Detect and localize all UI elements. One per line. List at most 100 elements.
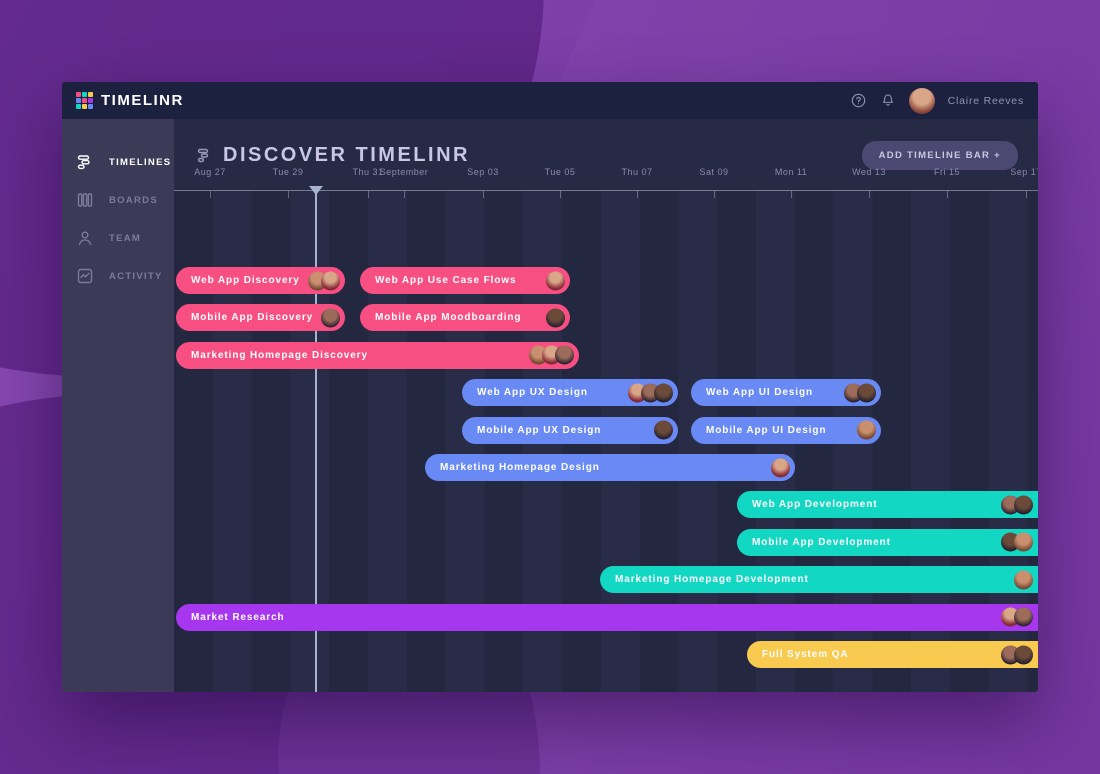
timeline-bar-mobile-app-moodboarding[interactable]: Mobile App Moodboarding bbox=[360, 304, 570, 332]
timeline-bar-market-research[interactable]: Market Research bbox=[176, 603, 1038, 631]
assignee-avatars bbox=[546, 271, 565, 290]
axis-date-label: September bbox=[379, 167, 429, 177]
axis-date-label: Wed 13 bbox=[852, 167, 886, 177]
timeline-bar-label: Mobile App UI Design bbox=[706, 424, 827, 436]
timeline-bar-label: Web App UX Design bbox=[477, 387, 588, 399]
timeline-bar-mobile-app-ui-design[interactable]: Mobile App UI Design bbox=[691, 416, 881, 444]
avatar bbox=[1014, 495, 1033, 515]
sidebar-item-label: TIMELINES bbox=[109, 156, 172, 168]
timeline-bar-marketing-homepage-design[interactable]: Marketing Homepage Design bbox=[425, 454, 795, 481]
timeline-bar-label: Web App Discovery bbox=[191, 275, 300, 286]
avatar bbox=[1014, 570, 1033, 590]
timeline-bar-mobile-app-development[interactable]: Mobile App Development bbox=[737, 528, 1038, 556]
assignee-avatars bbox=[1001, 645, 1033, 664]
axis-tick bbox=[483, 191, 484, 198]
timeline-bar-marketing-homepage-discovery[interactable]: Marketing Homepage Discovery bbox=[176, 341, 579, 369]
help-icon[interactable] bbox=[851, 93, 867, 109]
timeline-bar-full-system-qa[interactable]: Full System QA bbox=[747, 641, 1038, 668]
axis-tick bbox=[947, 191, 948, 198]
timeline-bar-label: Mobile App Development bbox=[752, 536, 891, 548]
avatar bbox=[771, 458, 790, 477]
timeline-chart: Aug 27 Tue 29 Thu 31 September Sep 03 Tue 05 T… bbox=[174, 167, 1038, 692]
axis-tick bbox=[288, 191, 289, 198]
app-window: TIMELINR Claire Reeves TIMELINES BOARDS TE… bbox=[62, 82, 1038, 692]
avatar bbox=[1014, 607, 1033, 627]
timeline-bar-mobile-app-discovery[interactable]: Mobile App Discovery bbox=[176, 304, 345, 332]
assignee-avatars bbox=[529, 345, 574, 365]
sidebar-item-activity[interactable]: ACTIVITY bbox=[62, 257, 174, 295]
axis-date-label: Thu 31 bbox=[352, 167, 384, 177]
timeline-bar-label: Mobile App Discovery bbox=[191, 312, 314, 324]
axis-tick bbox=[404, 191, 405, 198]
user-name: Claire Reeves bbox=[947, 94, 1024, 107]
notifications-bell-icon[interactable] bbox=[880, 93, 896, 109]
sidebar-item-team[interactable]: TEAM bbox=[62, 219, 174, 257]
add-timeline-bar-button[interactable]: ADD TIMELINE BAR + bbox=[861, 140, 1018, 170]
timeline-bars-icon bbox=[197, 147, 213, 163]
topbar-actions: Claire Reeves bbox=[851, 87, 1024, 114]
timeline-bar-web-app-discovery[interactable]: Web App Discovery bbox=[176, 267, 345, 294]
axis-date-label: Tue 29 bbox=[272, 167, 304, 177]
timeline-bar-web-app-use-case-flows[interactable]: Web App Use Case Flows bbox=[360, 267, 570, 294]
assignee-avatars bbox=[321, 308, 340, 328]
avatar bbox=[546, 308, 565, 328]
sidebar-item-label: BOARDS bbox=[109, 194, 158, 206]
timeline-bar-marketing-homepage-development[interactable]: Marketing Homepage Development bbox=[600, 566, 1038, 594]
axis-date-label: Sep 03 bbox=[467, 167, 499, 177]
axis-tick bbox=[791, 191, 792, 198]
avatar bbox=[321, 271, 340, 290]
axis-tick bbox=[637, 191, 638, 198]
axis-tick bbox=[869, 191, 870, 198]
timeline-bar-web-app-ux-design[interactable]: Web App UX Design bbox=[462, 379, 678, 407]
assignee-avatars bbox=[857, 420, 876, 440]
assignee-avatars bbox=[654, 420, 673, 440]
timeline-bar-label: Marketing Homepage Development bbox=[615, 574, 809, 586]
avatar bbox=[1014, 532, 1033, 552]
timeline-bar-label: Marketing Homepage Discovery bbox=[191, 349, 368, 361]
assignee-avatars bbox=[308, 271, 340, 290]
axis-tick bbox=[1026, 191, 1027, 198]
timeline-bar-label: Web App Development bbox=[752, 499, 878, 511]
axis-tick bbox=[210, 191, 211, 198]
timeline-bar-label: Market Research bbox=[191, 611, 285, 623]
avatar bbox=[857, 420, 876, 440]
assignee-avatars bbox=[1001, 607, 1033, 627]
axis-date-label: Aug 27 bbox=[194, 167, 226, 177]
axis-date-label: Fri 15 bbox=[933, 167, 961, 177]
page-title: DISCOVER TIMELINR bbox=[223, 143, 470, 166]
timeline-bar-label: Marketing Homepage Design bbox=[440, 462, 600, 473]
assignee-avatars bbox=[1001, 532, 1033, 552]
app-logo[interactable]: TIMELINR bbox=[76, 92, 184, 109]
main-panel: DISCOVER TIMELINR ADD TIMELINE BAR + Aug… bbox=[174, 119, 1038, 692]
timeline-bar-label: Web App UI Design bbox=[706, 387, 813, 399]
assignee-avatars bbox=[1014, 570, 1033, 590]
axis-date-label: Mon 11 bbox=[774, 167, 808, 177]
team-icon bbox=[77, 229, 97, 247]
timeline-bar-label: Full System QA bbox=[762, 649, 849, 660]
timeline-bars-layer: Web App Discovery Web App Use Case Flows M… bbox=[174, 190, 1038, 692]
axis-date-label: Sep 17 bbox=[1010, 167, 1038, 177]
sidebar-item-label: TEAM bbox=[109, 232, 142, 244]
avatar bbox=[654, 383, 673, 403]
avatar bbox=[321, 308, 340, 328]
assignee-avatars bbox=[771, 458, 790, 477]
sidebar-item-timelines[interactable]: TIMELINES bbox=[62, 143, 174, 181]
timeline-bar-web-app-ui-design[interactable]: Web App UI Design bbox=[691, 379, 881, 407]
sidebar-item-boards[interactable]: BOARDS bbox=[62, 181, 174, 219]
avatar bbox=[546, 271, 565, 290]
axis-tick bbox=[714, 191, 715, 198]
assignee-avatars bbox=[844, 383, 876, 403]
top-bar: TIMELINR Claire Reeves bbox=[62, 82, 1038, 119]
avatar bbox=[555, 345, 574, 365]
assignee-avatars bbox=[546, 308, 565, 328]
axis-date-label: Sat 09 bbox=[699, 167, 729, 177]
boards-icon bbox=[77, 191, 97, 209]
timeline-bar-mobile-app-ux-design[interactable]: Mobile App UX Design bbox=[462, 416, 678, 444]
user-avatar[interactable] bbox=[908, 87, 935, 114]
timeline-bar-web-app-development[interactable]: Web App Development bbox=[737, 491, 1038, 519]
timeline-bar-label: Mobile App UX Design bbox=[477, 424, 602, 436]
date-axis bbox=[174, 190, 1038, 191]
axis-date-label: Tue 05 bbox=[544, 167, 576, 177]
timeline-bar-label: Mobile App Moodboarding bbox=[375, 312, 522, 324]
timelines-icon bbox=[77, 153, 97, 171]
